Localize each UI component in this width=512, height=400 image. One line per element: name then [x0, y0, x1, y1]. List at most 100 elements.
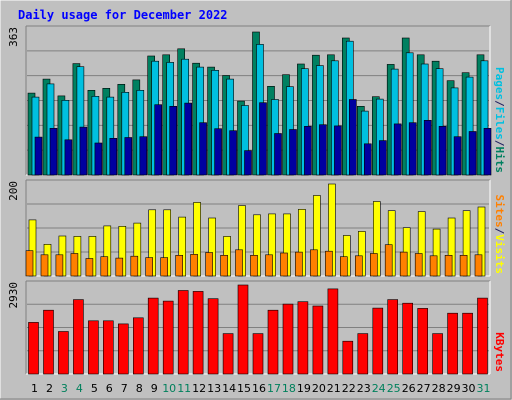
series-axis-label-part: / — [493, 100, 506, 107]
series-axis-label: Pages/Files/Hits — [493, 67, 506, 173]
bar-sites-day-24 — [369, 253, 378, 277]
series-axis-label-part: Pages — [493, 67, 506, 100]
x-tick-label: 4 — [76, 382, 83, 395]
bar-kbytes-day-28 — [432, 333, 443, 375]
x-tick-label: 16 — [252, 382, 266, 395]
x-tick-label: 31 — [477, 382, 491, 395]
bar-sites-day-14 — [220, 255, 228, 277]
bar-pages-day-16 — [259, 102, 267, 176]
series-axis-label-part: KBytes — [493, 332, 506, 372]
bar-pages-day-4 — [79, 126, 88, 176]
x-tick-label: 22 — [342, 382, 356, 395]
bar-sites-day-20 — [310, 249, 318, 277]
x-tick-label: 2 — [46, 382, 53, 395]
bar-kbytes-day-16 — [252, 333, 264, 375]
x-axis: 1 2 3 4 5 6 7 8 9 10 11 12 13 14 15 16 17 18 19 20 21 22 23 24 2… — [31, 382, 491, 395]
bar-sites-day-18 — [280, 252, 288, 277]
series-axis-label: KBytes — [493, 332, 506, 372]
x-tick-label: 28 — [432, 382, 446, 395]
bar-pages-day-22 — [348, 99, 357, 176]
bar-sites-day-10 — [160, 257, 168, 277]
bar-pages-day-11 — [184, 102, 192, 176]
bar-sites-day-11 — [175, 255, 183, 277]
bar-pages-day-1 — [34, 136, 43, 176]
x-tick-label: 3 — [61, 382, 68, 395]
bar-kbytes-day-12 — [192, 291, 204, 375]
bar-kbytes-day-18 — [282, 303, 294, 375]
x-tick-label: 14 — [222, 382, 236, 395]
bar-kbytes-day-7 — [118, 323, 129, 375]
x-tick-label: 29 — [447, 382, 461, 395]
bar-sites-day-12 — [190, 254, 198, 277]
bar-pages-day-6 — [109, 138, 118, 176]
bar-pages-day-2 — [49, 128, 58, 176]
bar-sites-day-30 — [459, 255, 468, 277]
x-tick-label: 25 — [387, 382, 401, 395]
bar-sites-day-31 — [474, 254, 483, 277]
panels-group: 363Pages/Files/Hits200Sites/Visits2930KB… — [7, 25, 506, 375]
bar-sites-day-16 — [250, 255, 258, 277]
bar-kbytes-day-19 — [297, 301, 309, 375]
series-axis-label-part: Sites — [493, 195, 506, 228]
x-tick-label: 20 — [312, 382, 326, 395]
bar-pages-day-30 — [468, 131, 477, 176]
bar-sites-day-27 — [414, 253, 423, 277]
bar-pages-day-29 — [453, 136, 462, 176]
bar-pages-day-5 — [94, 142, 103, 176]
x-tick-label: 23 — [357, 382, 371, 395]
bar-pages-day-3 — [64, 139, 73, 176]
bar-kbytes-day-6 — [103, 320, 114, 375]
bar-kbytes-day-25 — [387, 299, 399, 375]
bar-pages-day-17 — [274, 133, 282, 176]
bar-pages-day-15 — [244, 150, 252, 176]
bar-kbytes-day-30 — [462, 312, 473, 375]
bar-kbytes-day-11 — [177, 290, 189, 375]
bar-sites-day-5 — [85, 258, 94, 277]
bar-pages-day-24 — [378, 140, 387, 176]
x-tick-label: 26 — [402, 382, 416, 395]
x-tick-label: 19 — [297, 382, 311, 395]
x-tick-label: 30 — [462, 382, 476, 395]
bar-sites-day-1 — [25, 250, 34, 277]
bar-pages-day-21 — [334, 125, 342, 176]
bar-kbytes-day-22 — [342, 340, 354, 375]
x-tick-label: 12 — [192, 382, 206, 395]
x-tick-label: 11 — [177, 382, 191, 395]
bar-pages-day-14 — [229, 130, 237, 176]
bar-sites-day-26 — [399, 251, 408, 277]
bar-kbytes-day-9 — [147, 297, 159, 375]
bar-kbytes-day-24 — [372, 307, 384, 375]
chart-title: Daily usage for December 2022 — [18, 8, 228, 22]
bar-pages-day-25 — [393, 123, 402, 176]
y-max-label: 200 — [7, 181, 20, 201]
x-tick-label: 5 — [91, 382, 98, 395]
bar-pages-day-28 — [438, 126, 447, 176]
bar-sites-day-15 — [235, 249, 243, 277]
bar-kbytes-day-21 — [327, 288, 339, 375]
x-tick-label: 9 — [151, 382, 158, 395]
bar-sites-day-17 — [265, 254, 273, 277]
bar-kbytes-day-4 — [73, 299, 84, 375]
bar-kbytes-day-29 — [447, 312, 458, 375]
bar-sites-day-13 — [205, 252, 213, 277]
series-axis-label-part: / — [493, 140, 506, 147]
y-max-label: 2930 — [7, 282, 20, 309]
x-tick-label: 24 — [372, 382, 386, 395]
x-tick-label: 17 — [267, 382, 281, 395]
series-axis-label-part: Hits — [493, 147, 506, 174]
bar-kbytes-day-2 — [43, 309, 54, 375]
bar-kbytes-day-27 — [417, 308, 429, 375]
bar-pages-day-13 — [214, 128, 222, 176]
bar-kbytes-day-8 — [133, 317, 144, 375]
panel-visits-sites: 200 Sites/Visits — [7, 179, 506, 277]
bar-pages-day-20 — [319, 124, 327, 176]
x-tick-label: 13 — [207, 382, 221, 395]
bar-pages-day-31 — [483, 128, 492, 176]
x-tick-label: 27 — [417, 382, 431, 395]
bar-sites-day-7 — [115, 257, 124, 277]
bar-sites-day-6 — [100, 256, 109, 277]
bar-sites-day-8 — [130, 255, 139, 277]
